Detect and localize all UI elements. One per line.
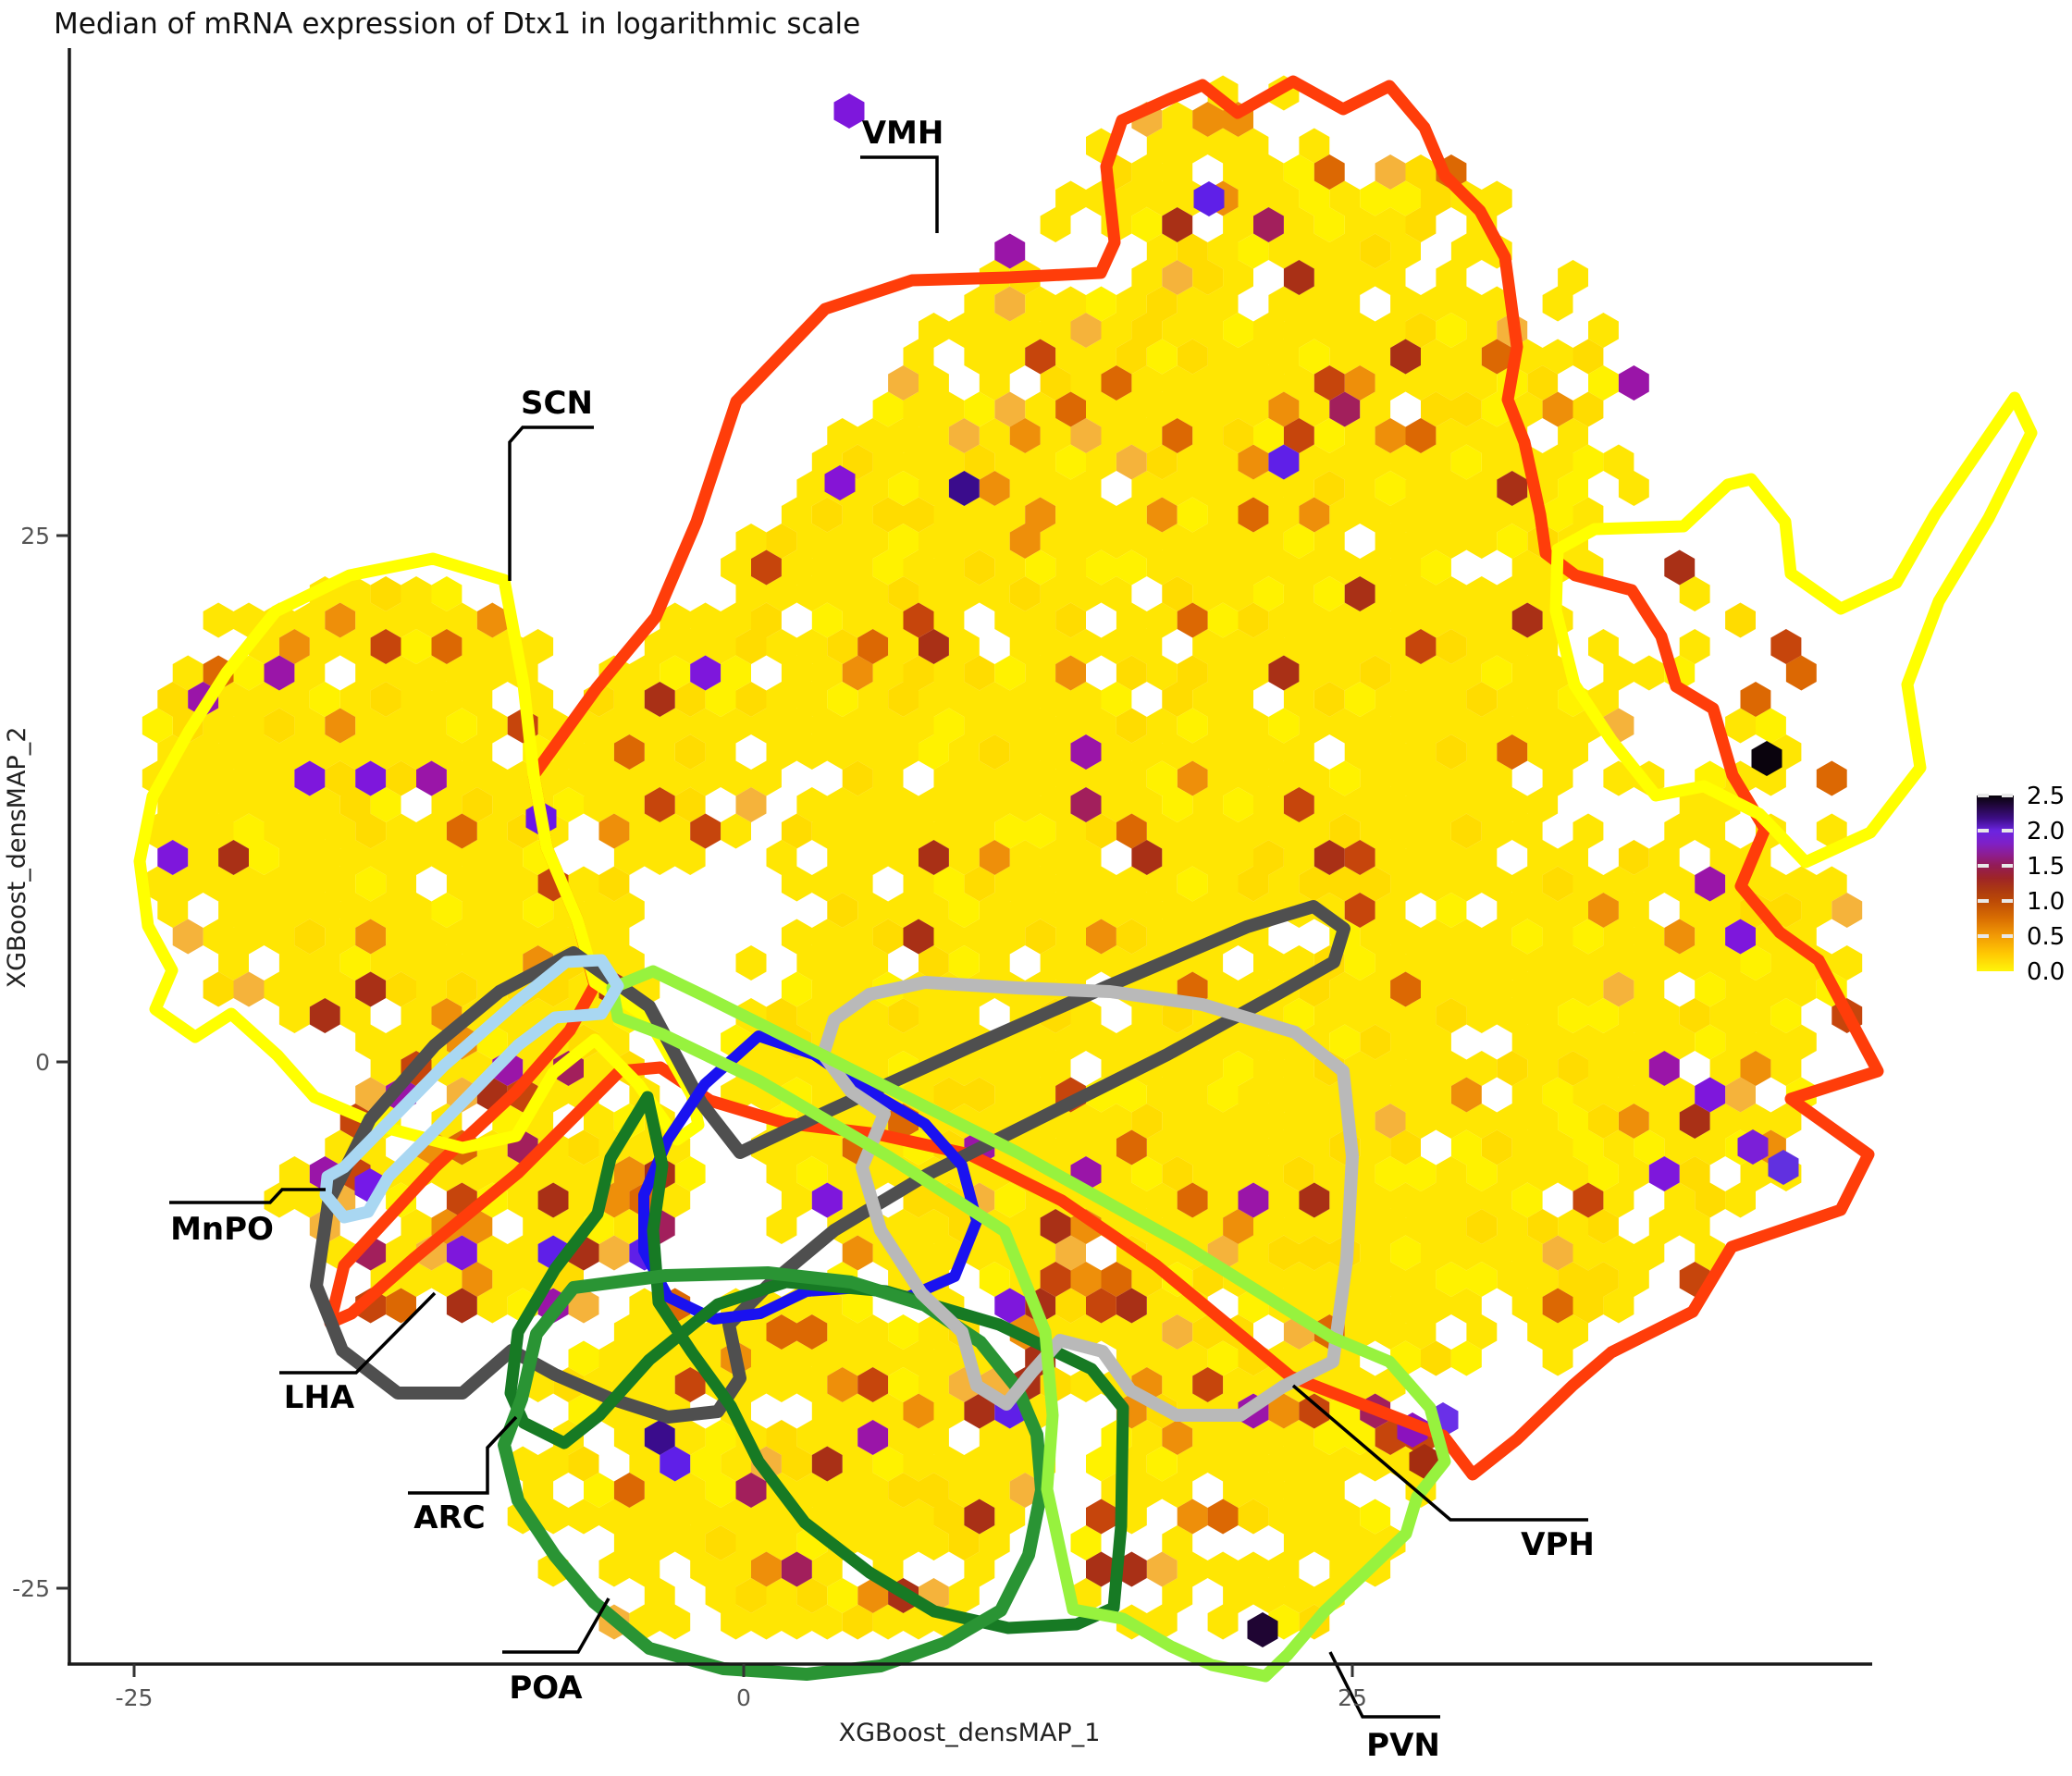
region-outline-poa (498, 1266, 1048, 1681)
hexbin-cells (1737, 1129, 1769, 1165)
leader-line-lha (279, 1291, 437, 1375)
region-labels: VMH SCN MnPO LHA ARC POA PVN VPH (170, 115, 1595, 1764)
hexbin-cells (1247, 1612, 1278, 1647)
x-tick-label: 0 (736, 1684, 751, 1711)
colorbar-tick-label: 0.5 (2027, 923, 2065, 951)
region-outline-mnpo (319, 954, 624, 1224)
hexbin-cells (339, 339, 1863, 1535)
region-outline-vph (817, 976, 1359, 1422)
y-tick-label: 0 (35, 1049, 50, 1076)
colorbar-tick-label: 2.5 (2027, 783, 2065, 810)
y-axis-title: XGBoost_densMAP_2 (3, 727, 31, 989)
axes: -25 0 25 25 0 -25 XGBoost_densMAP_1 XGBo… (3, 48, 1872, 1747)
x-axis-title: XGBoost_densMAP_1 (839, 1719, 1101, 1747)
region-label-scn: SCN (521, 385, 593, 422)
hexbin-cells (824, 465, 856, 500)
leader-line-arc (408, 1415, 518, 1495)
hexbin-cells (142, 75, 1863, 1640)
leader-line-poa (502, 1597, 610, 1654)
colorbar-gradient (1977, 796, 2014, 971)
colorbar-tick-label: 1.5 (2027, 853, 2065, 881)
colorbar-tick-label: 2.0 (2027, 818, 2065, 845)
hexbin-cells (157, 154, 1802, 1640)
x-tick-label: -25 (116, 1684, 154, 1711)
region-outline-arc (504, 1091, 1129, 1634)
region-outline-pvn (606, 965, 1451, 1683)
y-tick-label: 25 (20, 523, 50, 549)
hexbin-cells (218, 207, 1710, 1613)
region-label-vph: VPH (1521, 1526, 1595, 1563)
leader-line-scn (508, 426, 594, 581)
hexbin-cells (1751, 741, 1782, 776)
region-label-mnpo: MnPO (170, 1211, 274, 1248)
x-tick-label: 25 (1338, 1684, 1367, 1711)
leader-line-mnpo (169, 1188, 326, 1204)
chart-title: Median of mRNA expression of Dtx1 in log… (54, 7, 861, 41)
hexbin-cells (172, 102, 1863, 1640)
hexbin-layer (142, 75, 1863, 1647)
region-label-vmh: VMH (862, 115, 944, 152)
region-outline-scn (1549, 391, 2038, 869)
colorbar: 2.5 2.0 1.5 1.0 0.5 0.0 (1977, 783, 2065, 986)
leader-line-pvn (1328, 1651, 1440, 1719)
colorbar-tick-label: 0.0 (2027, 958, 2065, 986)
leader-lines (169, 155, 1588, 1719)
hexbin-cells (1768, 1150, 1799, 1185)
region-outlines (133, 75, 2038, 1683)
y-tick-label: -25 (12, 1575, 50, 1602)
region-label-pvn: PVN (1366, 1727, 1440, 1764)
region-label-arc: ARC (413, 1499, 485, 1536)
region-label-poa: POA (509, 1670, 583, 1707)
leader-line-vph (1291, 1384, 1588, 1522)
colorbar-tick-label: 1.0 (2027, 888, 2065, 916)
leader-line-vmh (860, 155, 939, 233)
region-label-lha: LHA (284, 1379, 355, 1416)
